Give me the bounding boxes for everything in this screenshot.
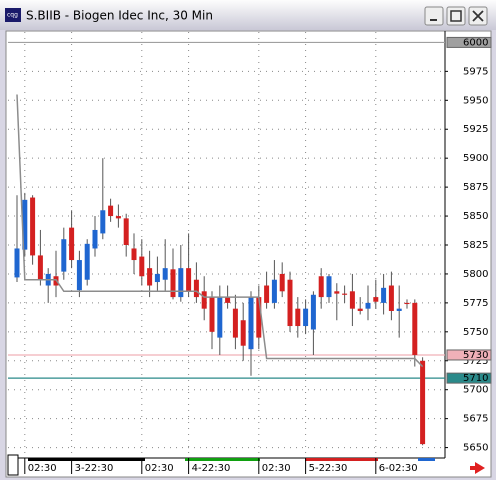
candle-body [381,287,387,303]
candle-body [201,291,207,309]
scroll-box[interactable] [7,454,19,476]
candle-body [342,293,348,295]
candle-body [264,285,270,303]
candle-body [420,360,426,445]
candle-body [100,210,106,234]
candle-body [123,218,129,245]
candle-body [14,248,20,278]
candle-body [349,291,355,309]
y-tick-label: 5725 [463,356,488,367]
candle-body [396,308,402,311]
candle-body [170,269,176,298]
candle-body [365,302,371,309]
maximize-button[interactable] [446,6,466,26]
candle-body [178,268,184,298]
window-buttons[interactable] [424,6,488,26]
candle-body [404,302,410,305]
candle-body [69,227,75,261]
reference-label: 6000 [463,37,488,48]
candle-body [22,199,28,250]
candle-body [357,308,363,311]
close-icon [472,10,484,22]
reference-label-box [446,349,492,361]
reference-label: 5710 [463,373,488,384]
candle-body [271,279,277,303]
candle-body [37,255,43,280]
candle-body [115,216,121,219]
candle-body [84,243,90,280]
app-icon-text: cqg [7,12,18,19]
session-bar [185,458,260,461]
candle-body [232,308,238,338]
y-tick-label: 5750 [463,327,488,338]
reference-label-box [446,36,492,48]
chart-area [5,30,492,478]
candle-body [248,297,254,350]
y-tick-label: 5650 [463,443,488,454]
x-tick-label: 5-22:30 [309,463,348,474]
y-tick-label: 5775 [463,298,488,309]
minimize-button[interactable] [424,6,444,26]
reference-label-box [446,372,492,384]
maximize-icon [450,10,462,22]
y-tick-label: 5850 [463,211,488,222]
candle-body [76,260,82,291]
x-tick-label: 4-22:30 [192,463,231,474]
x-tick-label: 3-22:30 [75,463,114,474]
y-tick-label: 5700 [463,385,488,396]
candle-body [154,273,160,283]
y-tick-label: 5925 [463,124,488,135]
x-tick-label: 02:30 [145,463,174,474]
y-tick-label: 5800 [463,269,488,280]
candle-body [209,297,215,332]
candle-body [412,302,418,355]
candle-body [186,268,192,292]
candle-body [334,291,340,294]
candle-body [310,294,316,330]
window-title: S.BIIB - Biogen Idec Inc, 30 Min [26,9,213,23]
session-bar [305,458,378,461]
candle-body [373,297,379,302]
candle-body [287,279,293,327]
y-tick-label: 5825 [463,240,488,251]
candle-body [225,297,231,303]
candle-body [318,276,324,298]
x-tick-label: 6-02:30 [379,463,418,474]
y-tick-label: 5975 [463,66,488,77]
candle-body [30,197,36,256]
candle-body [92,229,98,249]
candle-body [240,320,246,346]
reference-label: 5730 [463,350,488,361]
app-icon [5,8,21,22]
candle-body [131,248,137,261]
session-bar [28,458,145,461]
candle-body [388,285,394,311]
candle-body [162,268,168,280]
candle-body [108,205,114,217]
candle-body [193,279,199,298]
x-tick-label: 02:30 [262,463,291,474]
candle-body [279,273,285,292]
y-tick-label: 5900 [463,153,488,164]
y-tick-label: 5950 [463,95,488,106]
candle-body [139,256,145,277]
session-bar [418,458,435,461]
candle-body [147,268,153,286]
trail-line [16,94,424,368]
plot: 5650 5675 5700 5725 5750 5775 5800 5825 5850 5875… [8,32,492,474]
candle-body [61,239,67,272]
candle-body [326,276,332,298]
x-tick-label: 02:30 [28,463,57,474]
candle-body [303,308,309,327]
candle-body [295,308,301,327]
title-bar [0,0,496,30]
y-tick-label: 5675 [463,414,488,425]
y-tick-label: 5875 [463,182,488,193]
candle-body [217,297,223,338]
candle-body [256,297,262,338]
scroll-arrow[interactable] [470,462,485,474]
